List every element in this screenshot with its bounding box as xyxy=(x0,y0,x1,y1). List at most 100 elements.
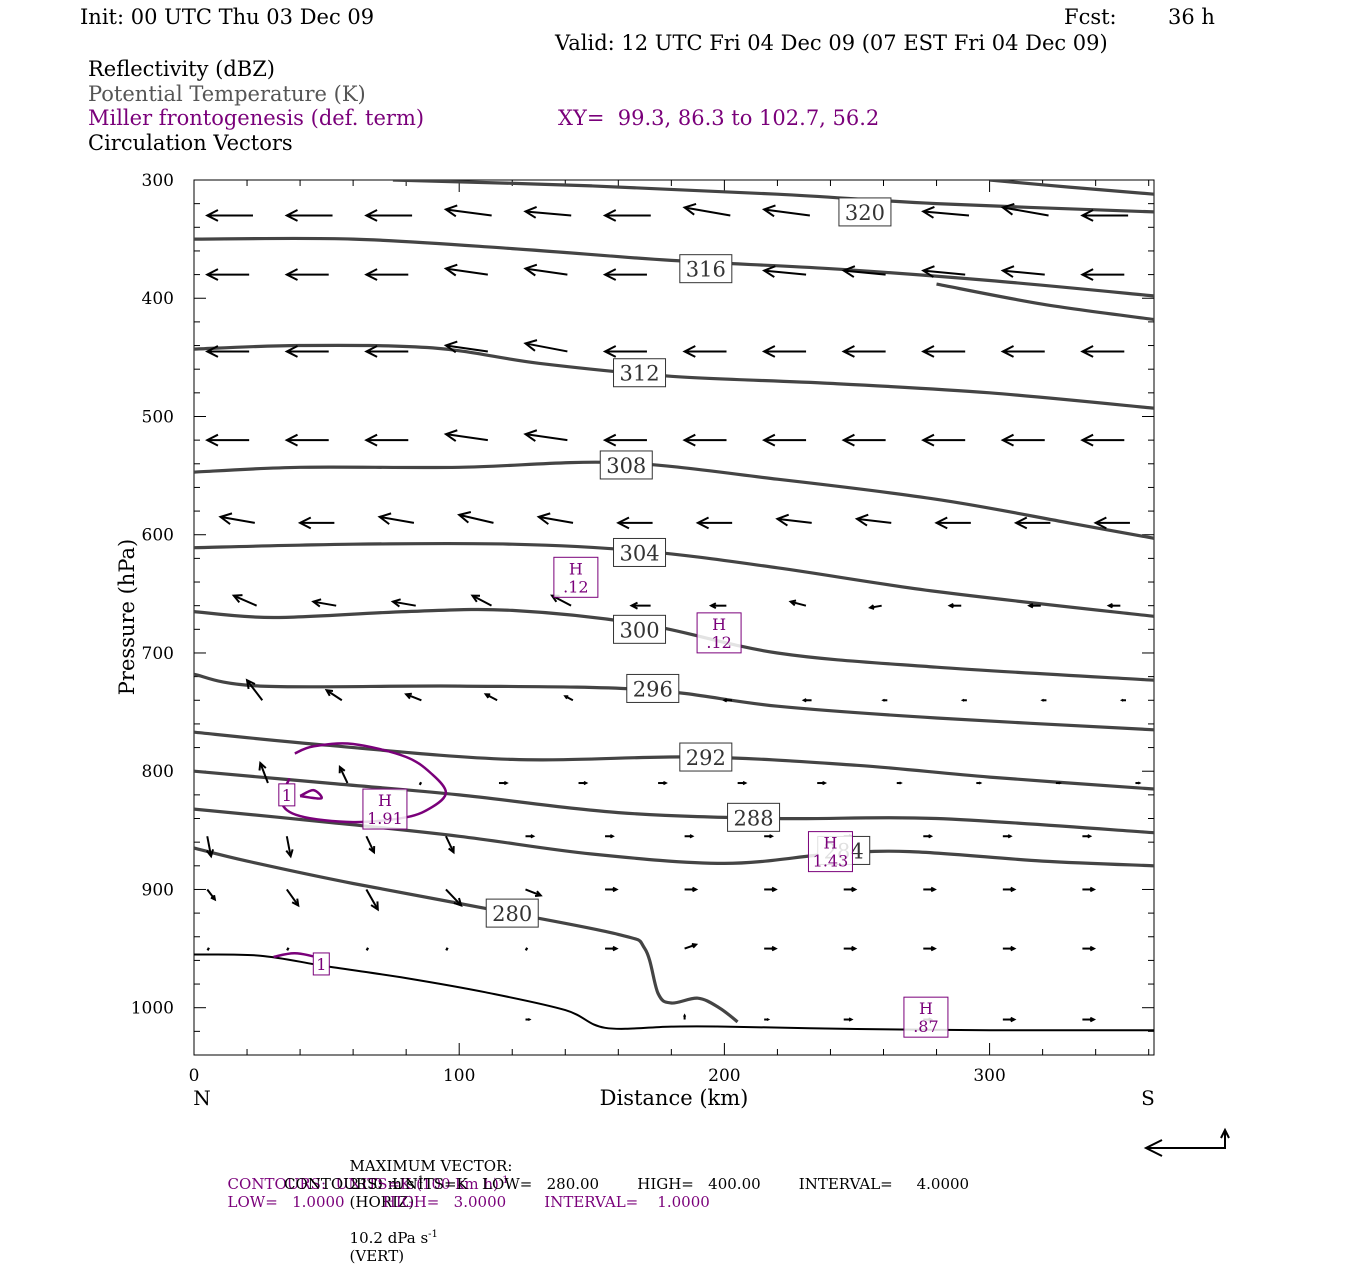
circulation-vector xyxy=(761,265,807,278)
frontogenesis-max-marker: H1.91 xyxy=(362,788,408,830)
max-marker-letter: H xyxy=(712,615,726,634)
max-marker-value: .12 xyxy=(563,577,588,596)
theta-contour-line xyxy=(194,769,1154,835)
circulation-vector xyxy=(788,599,807,607)
frontogenesis-label-box xyxy=(312,952,330,976)
circulation-vector xyxy=(695,516,733,530)
vert-tag: (VERT) xyxy=(349,1247,405,1265)
theta-contour-label: 316 xyxy=(686,258,726,282)
circulation-vector xyxy=(377,512,415,525)
circulation-vector xyxy=(921,265,966,278)
circulation-vector xyxy=(523,429,568,442)
circulation-vector xyxy=(523,263,568,277)
theta-contour-line xyxy=(194,460,1154,540)
circulation-vector xyxy=(896,781,903,785)
circulation-vector xyxy=(868,604,882,610)
circulation-vector xyxy=(1013,516,1051,530)
theta-contour-line xyxy=(194,236,1154,298)
circulation-vector xyxy=(364,433,409,447)
frontogenesis-contour-label: 1 xyxy=(316,955,326,974)
forecast-label: Fcst: xyxy=(1064,5,1117,29)
theta-label-box xyxy=(485,898,539,928)
y-tick-label: 600 xyxy=(142,526,174,546)
circulation-vector xyxy=(365,888,379,912)
reference-vector-icon xyxy=(1143,1127,1230,1157)
y-axis-label: Pressure (hPa) xyxy=(115,539,139,695)
max-marker-value: .87 xyxy=(913,1017,938,1036)
circulation-vector xyxy=(443,429,488,442)
theta-contour-line xyxy=(989,180,1154,196)
circulation-vector xyxy=(921,206,970,219)
circulation-vector xyxy=(578,780,589,786)
x-axis-label: Distance (km) xyxy=(600,1086,749,1110)
circulation-vector xyxy=(923,945,937,952)
circulation-vector xyxy=(1093,516,1130,530)
circulation-vector xyxy=(764,945,778,952)
theta-contour-line xyxy=(194,807,1154,868)
circulation-vector xyxy=(445,835,455,855)
x-tick-label: 300 xyxy=(973,1066,1005,1086)
circulation-vector xyxy=(284,268,329,281)
max-vector-vert: 10.2 dPa s xyxy=(349,1229,429,1247)
circulation-vector xyxy=(761,204,811,218)
circulation-vector xyxy=(1002,945,1017,952)
circulation-vector xyxy=(445,947,449,951)
circulation-vector xyxy=(1082,886,1097,893)
circulation-vector xyxy=(841,345,886,358)
circulation-vector xyxy=(365,835,376,855)
circulation-vector xyxy=(843,886,858,893)
theta-contour-label: 292 xyxy=(686,746,726,770)
circulation-vector xyxy=(205,433,250,447)
theta-label-box xyxy=(626,673,680,703)
circulation-vector xyxy=(764,886,778,893)
circulation-vector xyxy=(684,943,699,950)
circulation-vector xyxy=(498,780,509,786)
circulation-vector xyxy=(1106,602,1121,609)
max-vector-horiz: 21.0 m s xyxy=(349,1175,415,1193)
theta-contour-line xyxy=(194,730,1154,791)
theta-label-box xyxy=(727,802,781,832)
circulation-vector xyxy=(365,947,370,951)
y-tick-label: 1000 xyxy=(131,999,174,1019)
max-marker-value: 1.91 xyxy=(367,809,403,828)
circulation-vector xyxy=(1000,265,1045,278)
contours1-range: LOW= 1.0000 HIGH= 3.0000 INTERVAL= 1.000… xyxy=(227,1193,710,1211)
frontogenesis-max-marker: H1.43 xyxy=(807,831,853,873)
circulation-vector xyxy=(976,781,983,785)
circulation-vector xyxy=(605,945,619,952)
valid-time: Valid: 12 UTC Fri 04 Dec 09 (07 EST Fri … xyxy=(555,31,1108,55)
circulation-vector xyxy=(722,698,733,703)
circulation-vector xyxy=(324,689,343,702)
x-tick-label: 100 xyxy=(443,1066,475,1086)
circulation-vector xyxy=(684,834,695,839)
theta-label-box xyxy=(613,358,667,388)
frontogenesis-contour-line xyxy=(280,742,448,824)
forecast-hour: 36 h xyxy=(1168,5,1215,29)
circulation-vector xyxy=(605,886,619,893)
circulation-vector xyxy=(1002,886,1017,893)
circulation-vector xyxy=(364,345,409,358)
legend-reflectivity: Reflectivity (dBZ) xyxy=(88,57,276,81)
circulation-vector xyxy=(602,268,647,281)
frontogenesis-max-marker: H.87 xyxy=(903,996,949,1038)
cross-section-chart: 0 100 200 300 300 400 500 600 700 800 900 1000 320 3… xyxy=(115,171,1230,1157)
circulation-vector xyxy=(775,513,812,527)
max-marker-value: 1.43 xyxy=(813,852,849,871)
theta-contours xyxy=(194,180,1154,1024)
circulation-vector xyxy=(525,834,536,839)
circulation-vector xyxy=(1082,834,1093,839)
circulation-vector xyxy=(205,836,215,859)
theta-contour-label: 308 xyxy=(606,454,646,478)
max-marker-letter: H xyxy=(919,999,933,1018)
circulation-vector xyxy=(602,345,647,358)
circulation-vector xyxy=(418,781,423,786)
y-tick-label: 400 xyxy=(142,289,174,309)
legend-frontogenesis: Miller frontogenesis (def. term) xyxy=(88,106,425,130)
contours1-units: CONTOURS: UNITS=K (100 km h) xyxy=(227,1175,499,1193)
x-axis-left-end: N xyxy=(193,1086,211,1110)
circulation-vector xyxy=(525,888,543,898)
circulation-vector xyxy=(629,601,651,610)
circulation-vector xyxy=(934,516,971,530)
frontogenesis-contour-label: 1 xyxy=(282,786,292,805)
circulation-vector xyxy=(923,834,934,839)
